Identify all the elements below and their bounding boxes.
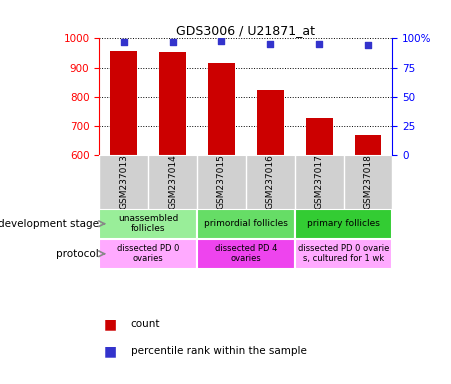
Bar	[257, 90, 284, 155]
Text: GSM237018: GSM237018	[364, 154, 373, 209]
Point	[120, 39, 127, 45]
Text: GSM237016: GSM237016	[266, 154, 275, 209]
Text: dissected PD 4
ovaries: dissected PD 4 ovaries	[215, 244, 277, 263]
Point	[169, 39, 176, 45]
Text: GSM237013: GSM237013	[119, 154, 128, 209]
Text: ■: ■	[104, 344, 117, 358]
Bar	[354, 136, 382, 155]
Text: GSM237015: GSM237015	[217, 154, 226, 209]
Bar	[99, 209, 197, 239]
Text: unassembled
follicles: unassembled follicles	[118, 214, 178, 233]
Title: GDS3006 / U21871_at: GDS3006 / U21871_at	[176, 24, 315, 37]
Bar	[208, 63, 235, 155]
Bar	[295, 209, 392, 239]
Text: count: count	[131, 319, 160, 329]
Text: percentile rank within the sample: percentile rank within the sample	[131, 346, 307, 356]
Bar	[159, 53, 186, 155]
Text: primordial follicles: primordial follicles	[204, 219, 288, 228]
Point	[218, 38, 225, 44]
Bar	[197, 209, 295, 239]
Bar	[295, 239, 392, 269]
Text: dissected PD 0
ovaries: dissected PD 0 ovaries	[117, 244, 179, 263]
Text: GSM237017: GSM237017	[315, 154, 323, 209]
Text: protocol: protocol	[56, 249, 99, 259]
Bar	[197, 239, 295, 269]
Text: GSM237014: GSM237014	[168, 155, 177, 209]
Point	[364, 42, 372, 48]
Text: primary follicles: primary follicles	[307, 219, 380, 228]
Bar	[99, 239, 197, 269]
Bar	[110, 51, 137, 155]
Point	[267, 41, 274, 47]
Bar	[306, 118, 332, 155]
Text: development stage: development stage	[0, 219, 99, 229]
Text: dissected PD 0 ovarie
s, cultured for 1 wk: dissected PD 0 ovarie s, cultured for 1 …	[298, 244, 389, 263]
Point	[315, 41, 322, 47]
Text: ■: ■	[104, 318, 117, 331]
